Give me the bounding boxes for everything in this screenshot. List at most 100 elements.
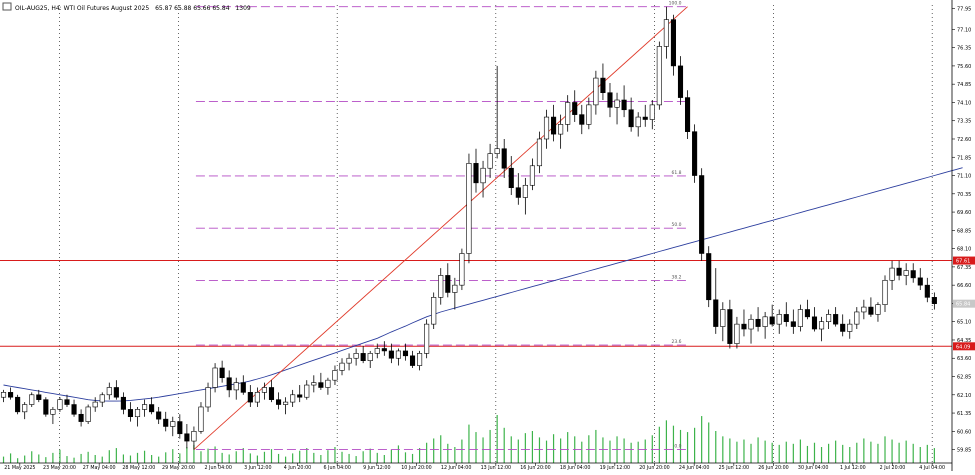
- price-label-box[interactable]: [953, 299, 975, 308]
- candle: [212, 363, 218, 393]
- time-tick-label: 2 Jun 04:00: [204, 465, 231, 471]
- candle: [424, 319, 430, 359]
- candle-body: [445, 275, 451, 293]
- candle: [205, 382, 211, 412]
- candle: [515, 173, 521, 205]
- candle-body: [381, 348, 387, 352]
- candle-body: [198, 406, 204, 432]
- candle-body: [353, 353, 359, 359]
- candle: [614, 92, 620, 125]
- candle: [797, 304, 803, 332]
- candle: [92, 397, 98, 412]
- candle: [254, 387, 260, 407]
- fib-level-label: 50.0: [672, 222, 682, 228]
- candle: [635, 112, 641, 137]
- time-tick-label: 12 Jun 04:00: [441, 465, 471, 471]
- candle-body: [36, 394, 42, 400]
- candle: [29, 392, 35, 407]
- candle: [431, 292, 437, 330]
- candle-body: [261, 387, 268, 393]
- candle: [395, 348, 401, 366]
- candle-body: [367, 353, 373, 361]
- price-axis[interactable]: 77.95 77.10 76.35 75.60 74.85 74.10 73.35 72.60…: [951, 0, 975, 471]
- candle-body: [833, 314, 839, 325]
- candle: [346, 353, 352, 371]
- candle-body: [275, 399, 282, 405]
- candle: [501, 138, 507, 178]
- candle-body: [762, 316, 768, 327]
- fib-level-label: 0.0: [674, 444, 681, 450]
- candle-body: [254, 392, 260, 403]
- candle-body: [797, 309, 803, 327]
- candle-body: [529, 165, 535, 186]
- candle-body: [85, 406, 91, 422]
- candle: [283, 397, 289, 415]
- candle: [311, 375, 317, 393]
- candle: [579, 104, 585, 135]
- svg-text:OIL-AUG25, H4: WTI Oil Futures: OIL-AUG25, H4: WTI Oil Futures August 20…: [15, 5, 251, 12]
- candle-body: [156, 411, 162, 420]
- candle: [8, 387, 14, 400]
- candle: [889, 260, 895, 291]
- candle: [85, 404, 91, 425]
- candle-body: [283, 401, 289, 405]
- candle: [868, 297, 874, 317]
- price-tick-label: 69.60: [957, 210, 971, 216]
- candle-body: [684, 97, 691, 132]
- candle-body: [882, 279, 888, 305]
- candle: [508, 156, 514, 196]
- candle: [776, 309, 782, 334]
- candle: [670, 14, 677, 76]
- candle-body: [332, 370, 338, 381]
- candle-body: [811, 316, 818, 330]
- price-tick-label: 71.10: [957, 174, 971, 180]
- candle: [177, 414, 183, 439]
- volume-histogram: [2, 415, 935, 463]
- candle: [480, 160, 486, 198]
- candle-body: [727, 309, 733, 344]
- candle-body: [71, 404, 77, 415]
- candle: [198, 402, 204, 434]
- price-label-box[interactable]: [953, 342, 975, 351]
- candle: [360, 346, 366, 364]
- candle: [233, 377, 239, 400]
- candle: [607, 82, 613, 118]
- price-label-box[interactable]: [953, 256, 975, 265]
- candle: [494, 65, 500, 159]
- candle: [381, 341, 387, 356]
- candle: [219, 360, 225, 383]
- candle-body: [903, 270, 909, 276]
- candle-body: [818, 321, 825, 330]
- time-tick-label: 1 Jul 12:00: [840, 465, 866, 471]
- candle-body: [459, 253, 465, 286]
- price-tick-label: 66.60: [957, 283, 971, 289]
- candle: [409, 350, 416, 368]
- candle-body: [409, 355, 416, 366]
- candle: [191, 426, 197, 450]
- candle: [734, 316, 740, 349]
- candle-body: [868, 306, 874, 315]
- candle-body: [508, 167, 514, 189]
- candle: [783, 302, 789, 327]
- price-tick-label: 72.60: [957, 137, 971, 143]
- candle: [57, 397, 63, 412]
- candle-body: [649, 104, 655, 120]
- time-tick-label: 6 Jun 04:00: [323, 465, 350, 471]
- price-label-text: 65.84: [956, 302, 970, 308]
- candle: [134, 406, 141, 427]
- candle-body: [917, 277, 923, 286]
- candle-body: [339, 362, 345, 371]
- candle: [106, 382, 112, 400]
- candle-body: [212, 367, 218, 388]
- candle-body: [600, 77, 606, 94]
- time-axis[interactable]: 21 May 2025 23 May 20:00 27 May 04:00 28 Ma…: [0, 462, 952, 471]
- candle-body: [417, 353, 423, 366]
- price-tick-label: 59.85: [957, 448, 971, 454]
- candle: [247, 385, 253, 407]
- fibonacci-retracement[interactable]: 0.0 23.6 38.2 50.0 61.8 100.0: [195, 1, 688, 451]
- candle-body: [43, 399, 49, 415]
- horizontal-levels[interactable]: [0, 260, 952, 347]
- candle-body: [635, 116, 641, 128]
